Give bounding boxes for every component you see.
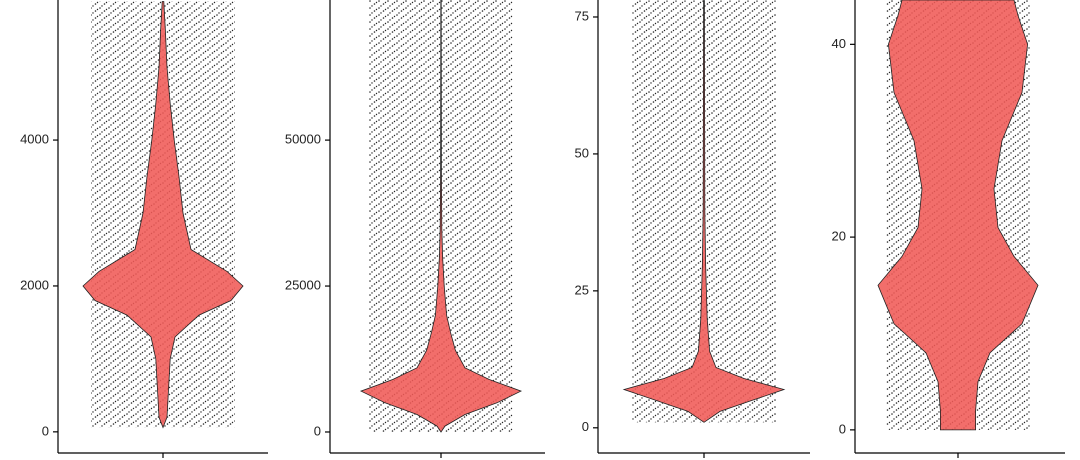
y-tick-label: 50 <box>575 145 589 160</box>
y-tick-label: 0 <box>582 419 589 434</box>
violin <box>877 0 1039 431</box>
y-tick-label: 25000 <box>285 277 321 292</box>
y-tick-label: 50000 <box>285 132 321 147</box>
violin <box>622 0 786 423</box>
y-tick-label: 4000 <box>20 131 49 146</box>
violin <box>359 0 523 433</box>
y-tick-label: 25 <box>575 282 589 297</box>
y-tick-label: 20 <box>832 229 846 244</box>
y-tick-label: 40 <box>832 36 846 51</box>
y-tick-label: 0 <box>42 423 49 438</box>
y-tick-label: 2000 <box>20 277 49 292</box>
y-tick-label: 75 <box>575 8 589 23</box>
violin <box>82 1 244 429</box>
y-tick-label: 0 <box>314 423 321 438</box>
y-tick-label: 0 <box>839 421 846 436</box>
